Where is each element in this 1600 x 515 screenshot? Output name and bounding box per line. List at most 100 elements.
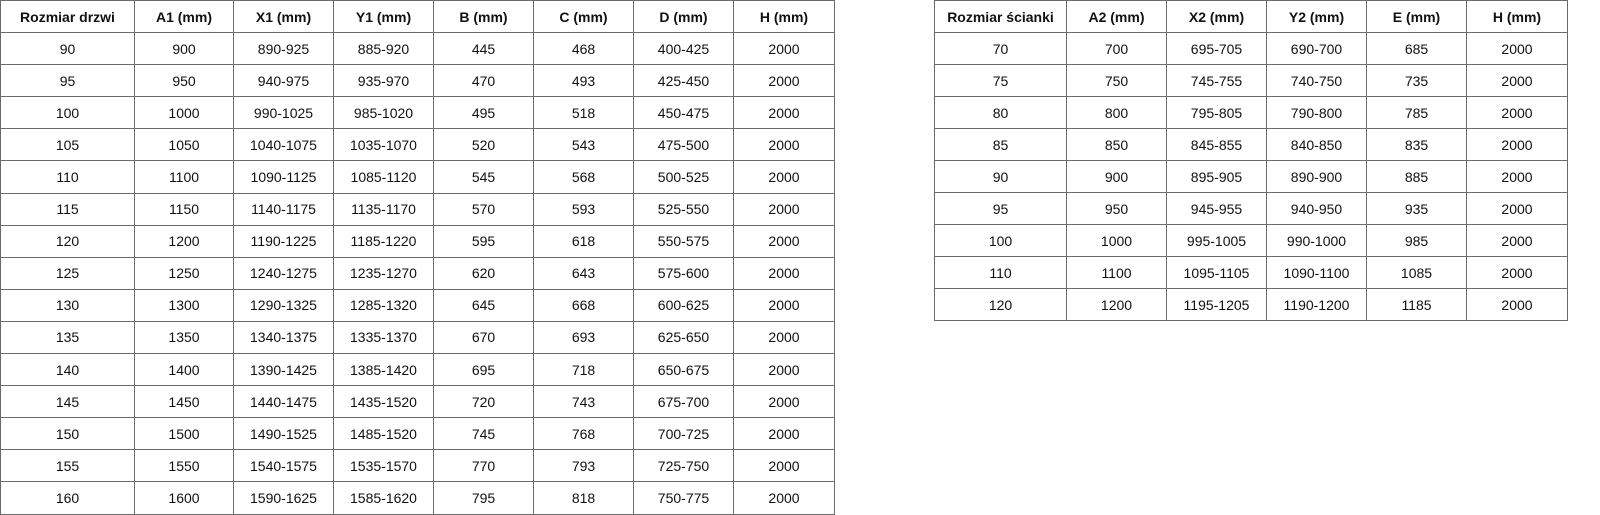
- table-row: 95 950 940-975 935-970 470 493 425-450 2000: [0, 64, 835, 98]
- table-cell: 2000: [733, 417, 835, 451]
- table-cell: 1000: [1066, 224, 1167, 257]
- table-cell: 543: [533, 128, 634, 162]
- table-cell: 2000: [733, 320, 835, 355]
- table-row: 130 1300 1290-1325 1285-1320 645 668 600-625 20…: [0, 288, 835, 322]
- table-cell: 895-905: [1166, 160, 1267, 193]
- table-cell: 2000: [1466, 224, 1568, 257]
- table-cell: 985: [1366, 224, 1467, 257]
- table-cell: 2000: [733, 32, 835, 66]
- table-cell: 600-625: [633, 288, 734, 322]
- table-cell: 695: [433, 353, 534, 387]
- table-cell: 750: [1066, 64, 1167, 97]
- table-cell: 1535-1570: [333, 449, 434, 483]
- table-cell: 1100: [134, 160, 234, 194]
- table-cell: 80: [934, 96, 1067, 129]
- table-cell: 1390-1425: [233, 353, 334, 387]
- table-cell: 1290-1325: [233, 288, 334, 322]
- table-cell: 105: [0, 128, 135, 162]
- table-row: 95 950 945-955 940-950 935 2000: [934, 192, 1568, 225]
- table-cell: 2000: [1466, 256, 1568, 289]
- table-cell: 110: [0, 160, 135, 194]
- column-header: Y1 (mm): [333, 0, 434, 34]
- table-cell: 1135-1170: [333, 192, 434, 226]
- table-cell: 400-425: [633, 32, 734, 66]
- table-cell: 725-750: [633, 449, 734, 483]
- table-row: 70 700 695-705 690-700 685 2000: [934, 32, 1568, 65]
- table-cell: 1150: [134, 192, 234, 226]
- table-cell: 1590-1625: [233, 481, 334, 515]
- table-cell: 120: [934, 288, 1067, 321]
- column-header: H (mm): [733, 0, 835, 34]
- table-cell: 2000: [733, 160, 835, 194]
- table-cell: 990-1025: [233, 96, 334, 130]
- table-cell: 795-805: [1166, 96, 1267, 129]
- column-header: B (mm): [433, 0, 534, 34]
- table-cell: 2000: [1466, 288, 1568, 321]
- table-cell: 793: [533, 449, 634, 483]
- column-header: D (mm): [633, 0, 734, 34]
- table-cell: 568: [533, 160, 634, 194]
- table-cell: 90: [934, 160, 1067, 193]
- table-cell: 125: [0, 256, 135, 290]
- table-cell: 2000: [733, 481, 835, 515]
- table-cell: 110: [934, 256, 1067, 289]
- table-cell: 2000: [733, 353, 835, 387]
- table-cell: 618: [533, 224, 634, 258]
- door-dimensions-table: Rozmiar drzwi A1 (mm) X1 (mm) Y1 (mm) B (mm)…: [0, 0, 835, 515]
- table-cell: 670: [433, 320, 534, 355]
- table-cell: 720: [433, 385, 534, 419]
- header-row: Rozmiar ścianki A2 (mm) X2 (mm) Y2 (mm) E (m…: [934, 0, 1568, 33]
- table-cell: 700-725: [633, 417, 734, 451]
- table-cell: 2000: [1466, 160, 1568, 193]
- table-cell: 595: [433, 224, 534, 258]
- table-cell: 1600: [134, 481, 234, 515]
- table-cell: 940-950: [1266, 192, 1367, 225]
- table-cell: 1490-1525: [233, 417, 334, 451]
- table-cell: 890-900: [1266, 160, 1367, 193]
- table-cell: 1200: [134, 224, 234, 258]
- table-cell: 735: [1366, 64, 1467, 97]
- column-header: Y2 (mm): [1266, 0, 1367, 33]
- table-cell: 545: [433, 160, 534, 194]
- table-cell: 2000: [733, 64, 835, 98]
- table-cell: 1440-1475: [233, 385, 334, 419]
- table-cell: 945-955: [1166, 192, 1267, 225]
- table-cell: 835: [1366, 128, 1467, 161]
- column-header: C (mm): [533, 0, 634, 34]
- table-cell: 885: [1366, 160, 1467, 193]
- table-cell: 95: [0, 64, 135, 98]
- table-cell: 493: [533, 64, 634, 98]
- table-cell: 160: [0, 481, 135, 515]
- table-cell: 2000: [733, 192, 835, 226]
- table-cell: 800: [1066, 96, 1167, 129]
- table-cell: 155: [0, 449, 135, 483]
- table-cell: 620: [433, 256, 534, 290]
- table-cell: 890-925: [233, 32, 334, 66]
- table-cell: 1450: [134, 385, 234, 419]
- table-cell: 1140-1175: [233, 192, 334, 226]
- table-cell: 550-575: [633, 224, 734, 258]
- table-cell: 475-500: [633, 128, 734, 162]
- table-cell: 675-700: [633, 385, 734, 419]
- table-cell: 1400: [134, 353, 234, 387]
- table-cell: 625-650: [633, 320, 734, 355]
- table-cell: 2000: [1466, 64, 1568, 97]
- table-cell: 1185: [1366, 288, 1467, 321]
- table-row: 85 850 845-855 840-850 835 2000: [934, 128, 1568, 161]
- column-header: A1 (mm): [134, 0, 234, 34]
- table-cell: 2000: [733, 385, 835, 419]
- table-cell: 2000: [1466, 192, 1568, 225]
- table-cell: 643: [533, 256, 634, 290]
- column-header: H (mm): [1466, 0, 1568, 33]
- table-cell: 1485-1520: [333, 417, 434, 451]
- table-row: 145 1450 1440-1475 1435-1520 720 743 675-700 20…: [0, 385, 835, 419]
- table-cell: 2000: [1466, 96, 1568, 129]
- table-row: 125 1250 1240-1275 1235-1270 620 643 575-600 20…: [0, 256, 835, 290]
- table-cell: 770: [433, 449, 534, 483]
- column-header: Rozmiar ścianki: [934, 0, 1067, 33]
- table-cell: 840-850: [1266, 128, 1367, 161]
- table-cell: 750-775: [633, 481, 734, 515]
- header-row: Rozmiar drzwi A1 (mm) X1 (mm) Y1 (mm) B (mm)…: [0, 0, 835, 34]
- table-cell: 695-705: [1166, 32, 1267, 65]
- table-cell: 1090-1100: [1266, 256, 1367, 289]
